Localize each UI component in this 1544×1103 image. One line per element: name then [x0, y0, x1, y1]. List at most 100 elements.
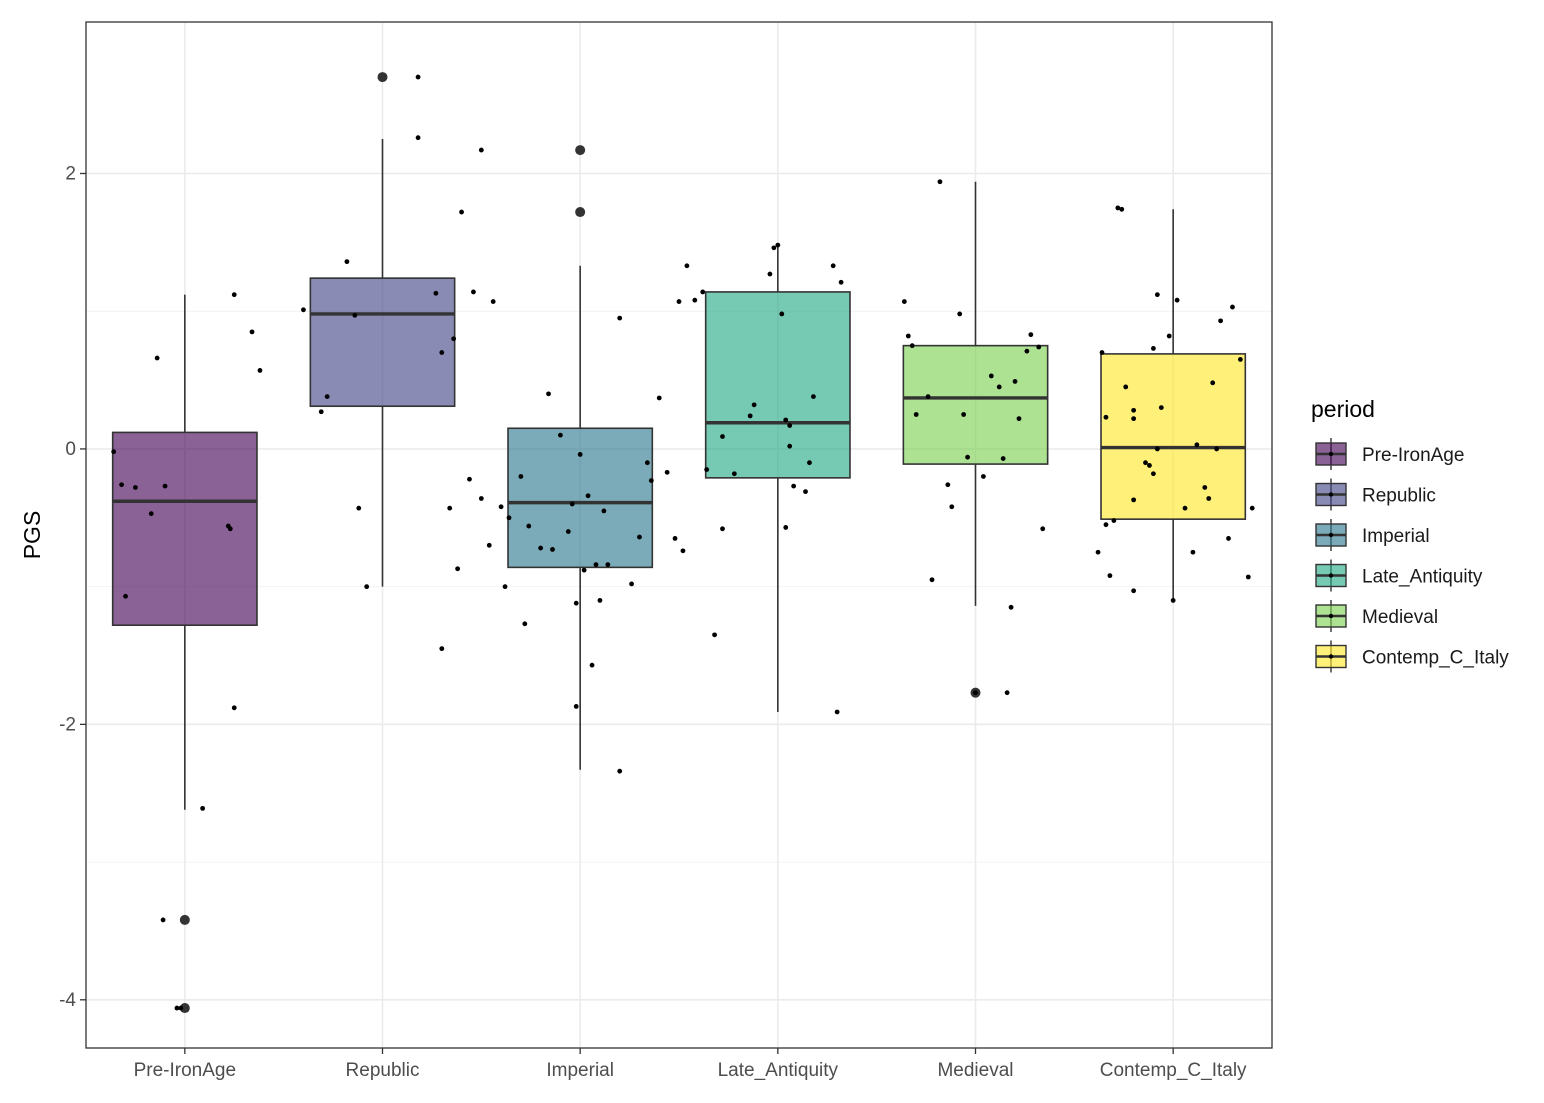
jitter-point	[807, 460, 812, 466]
jitter-point	[1202, 485, 1208, 490]
x-tick-label: Late_Antiquity	[718, 1060, 839, 1081]
jitter-point	[550, 547, 555, 552]
minor-gridlines	[86, 310, 1272, 863]
jitter-point	[684, 263, 690, 269]
legend-key-point	[1328, 532, 1334, 538]
jitter-point	[597, 598, 603, 603]
jitter-point	[751, 402, 757, 408]
jitter-point	[119, 482, 124, 488]
jitter-point	[988, 373, 994, 379]
x-tick-label: Republic	[346, 1060, 420, 1081]
jitter-point	[1028, 332, 1034, 338]
jitter-point	[830, 263, 836, 269]
jitter-point	[929, 577, 935, 583]
jitter-point	[965, 454, 970, 460]
jitter-point	[123, 593, 128, 599]
jitter-point	[467, 476, 472, 482]
jitter-point	[352, 312, 358, 318]
y-axis-title: PGS	[19, 511, 45, 560]
legend-label: Republic	[1362, 486, 1436, 507]
jitter-point	[961, 412, 967, 417]
jitter-point	[1245, 574, 1251, 580]
jitter-point	[949, 504, 955, 510]
jitter-point	[1151, 471, 1156, 477]
jitter-point	[1131, 407, 1137, 413]
jitter-point	[672, 536, 678, 541]
x-tick-label: Pre-IronAge	[134, 1060, 236, 1081]
jitter-point	[957, 311, 963, 317]
box-iqr	[111, 431, 258, 627]
outlier-point	[377, 72, 388, 83]
jitter-point	[1214, 446, 1220, 452]
legend-key-point	[1328, 654, 1334, 659]
jitter-point	[1008, 604, 1014, 610]
jitter-point	[648, 478, 654, 484]
jitter-point	[1151, 345, 1156, 351]
jitter-point	[996, 384, 1002, 390]
jitter-point	[344, 259, 350, 265]
jitter-point	[775, 242, 781, 248]
jitter-point	[318, 409, 324, 415]
jitter-point	[1099, 350, 1105, 355]
box-iqr	[902, 344, 1049, 465]
jitter-point	[1119, 206, 1125, 212]
jitter-point	[160, 917, 166, 923]
jitter-point	[783, 417, 789, 423]
box-iqr	[1100, 353, 1247, 520]
jitter-point	[478, 496, 484, 501]
y-tick-label: -4	[59, 990, 76, 1011]
jitter-point	[162, 483, 168, 489]
jitter-point	[803, 489, 808, 495]
jitter-point	[680, 548, 686, 554]
jitter-point	[1158, 405, 1164, 411]
jitter-point	[664, 469, 670, 475]
jitter-point	[937, 179, 943, 185]
jitter-point	[478, 147, 484, 153]
jitter-point	[249, 329, 255, 335]
jitter-point	[231, 705, 237, 711]
x-axis: Pre-IronAge Republic Imperial Late_Antiquit…	[134, 1048, 1247, 1081]
outlier-point	[179, 914, 190, 925]
jitter-point	[712, 632, 717, 638]
jitter-point	[526, 523, 532, 529]
jitter-point	[1210, 380, 1216, 386]
box-iqr	[704, 291, 851, 479]
jitter-point	[433, 290, 439, 296]
jitter-point	[1237, 357, 1243, 362]
jitter-point	[1036, 344, 1042, 350]
jitter-point	[783, 525, 789, 530]
jitter-point	[1131, 416, 1137, 422]
y-tick-label: 0	[65, 439, 76, 460]
jitter-point	[1040, 526, 1046, 532]
jitter-point	[486, 542, 492, 548]
jitter-point	[257, 368, 263, 373]
jitter-point	[546, 391, 551, 397]
jitter-point	[1147, 463, 1152, 468]
jitter-point	[154, 355, 160, 361]
y-axis: -4 -2 0 2	[59, 163, 86, 1011]
jitter-point	[459, 209, 464, 215]
jitter-point	[506, 515, 512, 521]
jitter-point	[771, 245, 777, 251]
jitter-point	[1206, 496, 1212, 501]
jitter-point	[656, 395, 662, 401]
jitter-point	[133, 485, 138, 490]
jitter-point	[1166, 333, 1172, 339]
jitter-point	[617, 315, 623, 321]
jitter-point	[364, 584, 370, 590]
jitter-point	[455, 566, 461, 572]
jitter-point	[585, 493, 591, 499]
jitter-point	[605, 562, 611, 568]
jitter-point	[945, 482, 951, 488]
jitter-point	[569, 501, 575, 507]
jitter-point	[644, 460, 650, 466]
jitter-point	[779, 311, 785, 317]
jitter-point	[301, 307, 306, 313]
jitter-point	[913, 412, 919, 417]
jitter-point	[838, 279, 844, 285]
jitter-point	[447, 505, 453, 511]
jitter-point	[558, 432, 563, 438]
jitter-point	[1154, 292, 1160, 298]
jitter-point	[1016, 416, 1022, 422]
